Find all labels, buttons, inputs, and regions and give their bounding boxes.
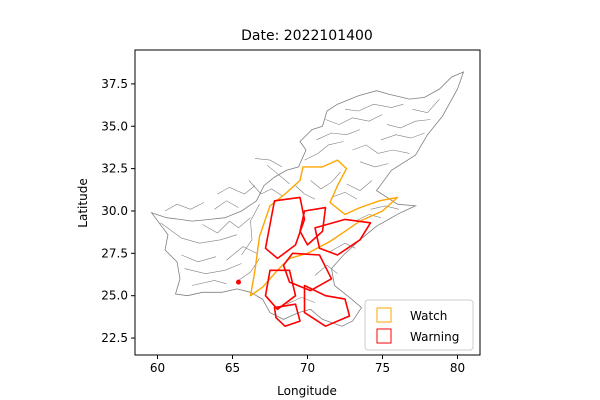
basin-boundary-line	[226, 246, 257, 261]
basin-boundary-line	[310, 171, 341, 190]
basin-boundary-line	[325, 114, 383, 125]
basin-boundary-line	[344, 103, 404, 112]
basin-boundary-line	[359, 161, 389, 168]
basin-boundary-line	[286, 297, 316, 305]
basin-boundary-line	[380, 132, 425, 141]
basin-boundary-line	[254, 158, 283, 168]
basin-boundary-line	[160, 222, 238, 244]
y-tick-label: 32.5	[101, 162, 128, 176]
basin-boundary-line	[314, 264, 338, 276]
watch-areas	[249, 159, 399, 297]
y-axis-label: Latitude	[76, 178, 90, 227]
basin-boundary-line	[248, 180, 283, 196]
x-tick-label: 70	[300, 361, 315, 375]
legend-warning-swatch	[376, 328, 392, 344]
basin-boundary-line	[331, 191, 358, 200]
warning-area	[264, 196, 306, 260]
y-tick-label: 22.5	[101, 331, 128, 345]
basin-boundary-line	[202, 217, 251, 234]
watch-area	[249, 159, 399, 297]
legend: Watch Warning	[364, 299, 474, 351]
y-axis-ticks: 22.5 25.0 27.5 30.0 32.5 35.0 37.5	[101, 77, 135, 345]
chart-title: Date: 2022101400	[241, 28, 373, 44]
y-tick-label: 37.5	[101, 77, 128, 91]
legend-box	[364, 299, 474, 351]
warning-area	[303, 284, 351, 327]
basin-boundary-line	[181, 254, 217, 263]
basin-boundary-line	[184, 263, 242, 275]
basin-boundary-line	[352, 144, 410, 154]
warning-area	[282, 252, 333, 292]
y-tick-label: 35.0	[101, 119, 128, 133]
legend-watch-label: Watch	[410, 309, 447, 323]
y-tick-label: 25.0	[101, 289, 128, 303]
basin-boundary-line	[164, 202, 205, 212]
legend-warning-label: Warning	[410, 330, 459, 344]
basin-boundary-line	[355, 214, 382, 222]
x-tick-label: 60	[150, 361, 165, 375]
basin-boundary-line	[214, 200, 239, 210]
x-axis-label: Longitude	[277, 384, 337, 398]
basin-boundary-line	[386, 119, 431, 129]
warning-area	[299, 206, 327, 246]
basin-boundaries	[150, 71, 465, 327]
warning-area	[314, 218, 372, 256]
y-tick-label: 30.0	[101, 204, 128, 218]
basin-boundary-line	[316, 129, 361, 141]
basin-boundary-line	[217, 185, 256, 195]
basin-boundary-line	[304, 141, 344, 161]
y-tick-label: 27.5	[101, 246, 128, 260]
legend-watch-swatch	[376, 307, 392, 323]
basin-boundary-line	[266, 164, 290, 185]
basin-boundary-line	[329, 242, 356, 252]
basin-boundary-line	[412, 98, 440, 114]
x-tick-label: 65	[225, 361, 240, 375]
warning-areas	[236, 196, 372, 327]
basin-boundary-line	[370, 205, 400, 210]
basin-boundary-line	[191, 280, 227, 286]
basin-boundary-line	[346, 180, 373, 191]
warning-area	[273, 303, 301, 327]
warning-area	[264, 269, 297, 311]
x-axis-ticks: 60 65 70 75 80	[150, 355, 465, 375]
x-tick-label: 75	[375, 361, 390, 375]
x-tick-label: 80	[450, 361, 465, 375]
warning-point	[236, 279, 241, 285]
basin-boundary-line	[295, 185, 316, 200]
basin-boundary-line	[241, 204, 260, 256]
